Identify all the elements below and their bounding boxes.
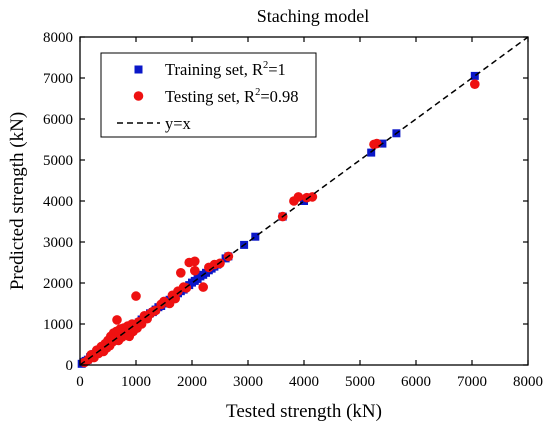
y-tick-label: 2000: [43, 276, 73, 292]
testing-point: [176, 268, 186, 278]
y-tick-label: 6000: [43, 112, 73, 128]
training-point: [251, 232, 260, 241]
y-tick-label: 3000: [43, 235, 73, 251]
axis-ticks: 0 1000 2000 3000 4000 5000 6000 7000 8000 0 1000 20…: [43, 30, 543, 390]
legend-reference-label: y=x: [165, 114, 192, 133]
legend-testing-sup: 2: [255, 87, 260, 98]
y-tick-label: 5000: [43, 153, 73, 169]
x-tick-label: 8000: [513, 374, 543, 390]
x-tick-label: 3000: [233, 374, 263, 390]
y-tick-label: 8000: [43, 30, 73, 46]
legend-testing-label: Testing set, R2=0.98: [165, 87, 299, 106]
x-tick-label: 1000: [121, 374, 151, 390]
y-axis-title: Predicted strength (kN): [7, 112, 28, 290]
x-axis-title: Tested strength (kN): [226, 401, 382, 422]
legend-training-label: Training set, R2=1: [165, 60, 286, 79]
reference-line: [79, 36, 529, 366]
testing-point: [112, 315, 122, 325]
testing-point: [190, 265, 200, 276]
y-tick-label: 4000: [43, 194, 73, 210]
legend-testing-after: =0.98: [260, 87, 298, 106]
testing-point: [190, 256, 200, 267]
training-point: [470, 71, 479, 80]
testing-point: [198, 282, 208, 292]
testing-point: [307, 192, 318, 202]
y-tick-label: 1000: [43, 317, 73, 333]
x-tick-label: 4000: [289, 374, 319, 390]
y-tick-label: 0: [66, 358, 74, 374]
testing-point: [293, 192, 304, 202]
x-tick-label: 7000: [457, 374, 487, 390]
x-tick-label: 6000: [401, 374, 431, 390]
chart-title: Staching model: [257, 6, 369, 26]
x-tick-label: 2000: [177, 374, 207, 390]
legend-reference-text: y=x: [165, 114, 192, 133]
legend: Training set, R2=1 Testing set, R2=0.98 …: [100, 52, 317, 138]
legend-training-sup: 2: [263, 60, 268, 71]
legend-testing-marker: [133, 91, 144, 101]
legend-training-marker: [134, 65, 143, 74]
x-tick-label: 0: [76, 374, 84, 390]
y-tick-label: 7000: [43, 71, 73, 87]
legend-training-text: Training set, R: [165, 60, 263, 79]
data-marks: [77, 36, 529, 368]
x-tick-label: 5000: [345, 374, 375, 390]
legend-training-after: =1: [268, 60, 286, 79]
testing-point: [372, 138, 382, 149]
testing-point: [470, 79, 480, 89]
legend-testing-text: Testing set, R: [165, 87, 255, 106]
testing-point: [131, 291, 141, 301]
